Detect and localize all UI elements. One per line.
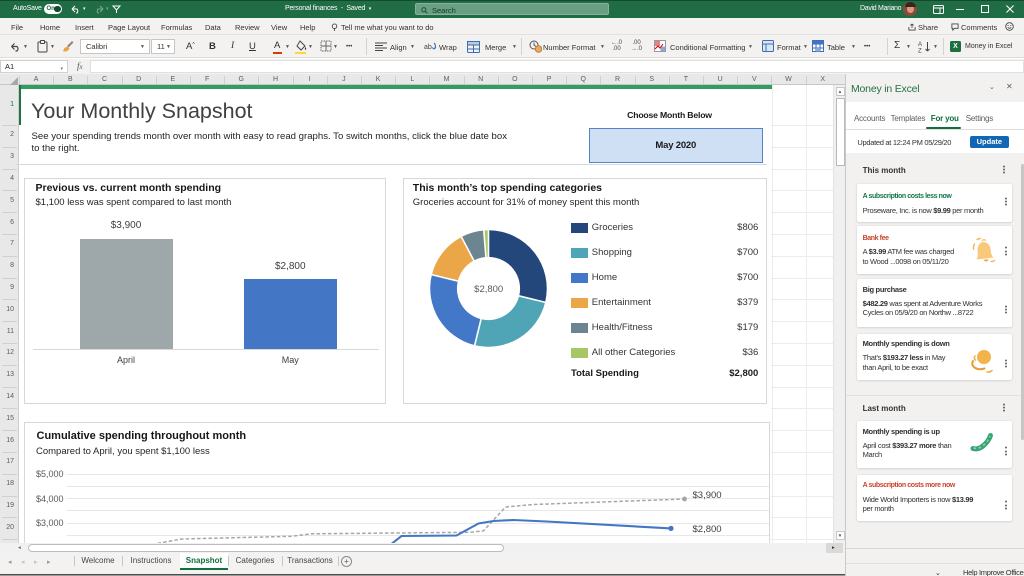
svg-text:A: A [918, 42, 922, 48]
svg-text:Z: Z [918, 49, 922, 54]
svg-text:ab: ab [424, 44, 432, 51]
